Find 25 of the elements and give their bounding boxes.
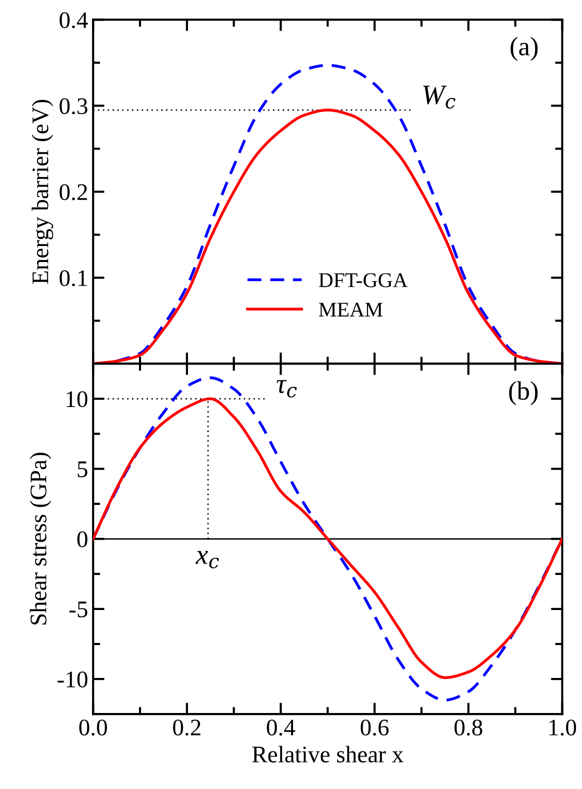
y-tick-label: 0.2 bbox=[60, 184, 87, 200]
x-tick-label: 0.2 bbox=[173, 720, 200, 736]
y-tick-label: 0.4 bbox=[60, 12, 88, 28]
x-tick-label: 0.0 bbox=[79, 720, 107, 736]
y-tick-label: 0.1 bbox=[60, 270, 87, 286]
y-tick-label: 0 bbox=[77, 531, 88, 548]
annotation: (b) bbox=[509, 381, 538, 406]
x-tick-label: 0.4 bbox=[266, 720, 296, 736]
ref-line-label: W$_{c}$ bbox=[423, 86, 456, 109]
x-axis-title: Relative shear x bbox=[252, 746, 404, 762]
ref-line-label: x$_{c}$ bbox=[195, 550, 219, 568]
annotation: (a) bbox=[510, 36, 538, 61]
y-tick-label: 5 bbox=[78, 462, 88, 478]
y-axis-title: Energy barrier (eV) bbox=[32, 100, 54, 284]
x-tick-label: 0.6 bbox=[360, 720, 389, 736]
y-axis-title: Shear stress (GPa) bbox=[30, 452, 52, 625]
y-tick-label: 10 bbox=[66, 391, 88, 408]
x-tick-label: 1.0 bbox=[550, 720, 576, 736]
legend-label: MEAM bbox=[318, 302, 383, 316]
y-tick-label: -10 bbox=[58, 672, 88, 688]
legend-label: DFT-GGA bbox=[318, 273, 408, 288]
y-tick-label: 0.3 bbox=[60, 98, 88, 114]
ref-line-label: τ$_{c}$ bbox=[276, 380, 297, 398]
y-tick-label: -5 bbox=[69, 602, 88, 618]
x-tick-label: 0.8 bbox=[454, 720, 482, 736]
